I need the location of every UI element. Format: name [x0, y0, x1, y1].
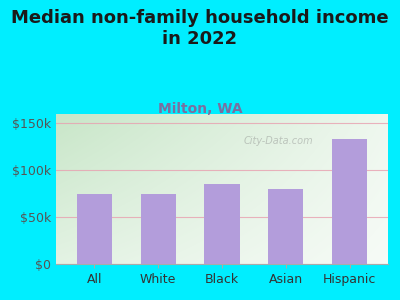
Text: Median non-family household income
in 2022: Median non-family household income in 20… [11, 9, 389, 48]
Text: Milton, WA: Milton, WA [158, 102, 242, 116]
Text: City-Data.com: City-Data.com [244, 136, 313, 146]
Bar [268, 189, 304, 264]
Bar [77, 194, 112, 264]
Bar [140, 194, 176, 264]
Bar [332, 139, 367, 264]
Bar [204, 184, 240, 264]
